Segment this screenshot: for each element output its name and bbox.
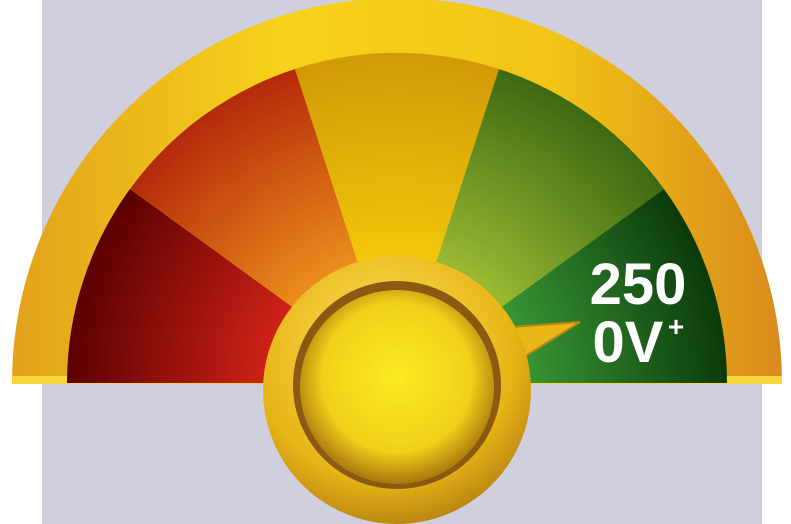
gauge-illustration: 250 0V + <box>0 0 791 524</box>
label-superscript: + <box>668 311 684 342</box>
knob-face <box>300 290 494 484</box>
page: 250 0V + (() => { const data = JSON.pars… <box>0 0 791 524</box>
label-line2: 0V <box>593 310 664 375</box>
label-line1: 250 <box>590 252 687 317</box>
